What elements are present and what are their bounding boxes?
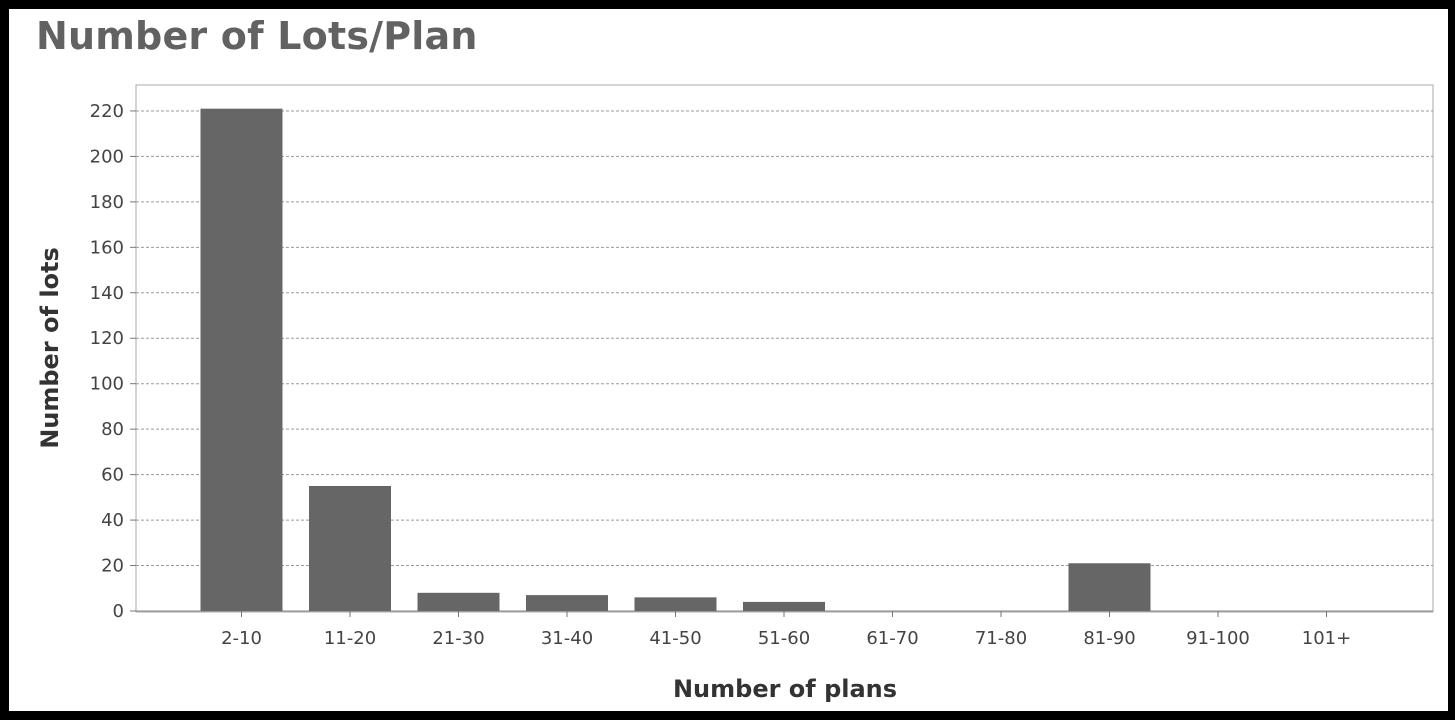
bars	[200, 108, 1151, 612]
y-tick-label: 160	[90, 237, 124, 258]
x-tick-label: 31-40	[541, 628, 593, 649]
y-tick-label: 180	[90, 192, 124, 213]
x-tick-label: 21-30	[432, 628, 484, 649]
x-axis: 2-10 11-20 21-30 31-40 41-50 51-60 61-70 71-80 8…	[221, 611, 1351, 649]
y-tick-label: 120	[90, 328, 124, 349]
y-tick-label: 40	[101, 510, 124, 531]
y-tick-label: 140	[90, 283, 124, 304]
chart-title: Number of Lots/Plan	[36, 14, 478, 58]
x-tick-label: 91-100	[1186, 628, 1250, 649]
bar-11-20	[309, 485, 391, 611]
y-tick-label: 60	[101, 465, 124, 486]
x-tick-label: 41-50	[649, 628, 701, 649]
x-tick-label: 71-80	[975, 628, 1027, 649]
x-tick-label: 11-20	[324, 628, 376, 649]
y-tick-label: 0	[113, 601, 124, 622]
x-tick-label: 101+	[1302, 628, 1351, 649]
bar-31-40	[526, 595, 608, 611]
bar-51-60	[743, 601, 825, 611]
y-tick-label: 20	[101, 556, 124, 577]
y-axis-title: Number of lots	[36, 247, 64, 449]
x-tick-label: 61-70	[866, 628, 918, 649]
bar-81-90	[1068, 563, 1151, 611]
bar-41-50	[634, 597, 717, 611]
bar-21-30	[417, 592, 500, 611]
bar-2-10	[200, 108, 283, 612]
y-tick-label: 80	[101, 419, 124, 440]
x-tick-label: 2-10	[221, 628, 262, 649]
y-tick-label: 220	[90, 101, 124, 122]
y-tick-label: 200	[90, 146, 124, 167]
x-tick-label: 81-90	[1083, 628, 1135, 649]
x-axis-title: Number of plans	[673, 675, 897, 703]
y-tick-label: 100	[90, 374, 124, 395]
y-axis: 0 20 40 60 80 100 120 140 160 180 200 220	[90, 101, 136, 622]
x-tick-label: 51-60	[758, 628, 810, 649]
